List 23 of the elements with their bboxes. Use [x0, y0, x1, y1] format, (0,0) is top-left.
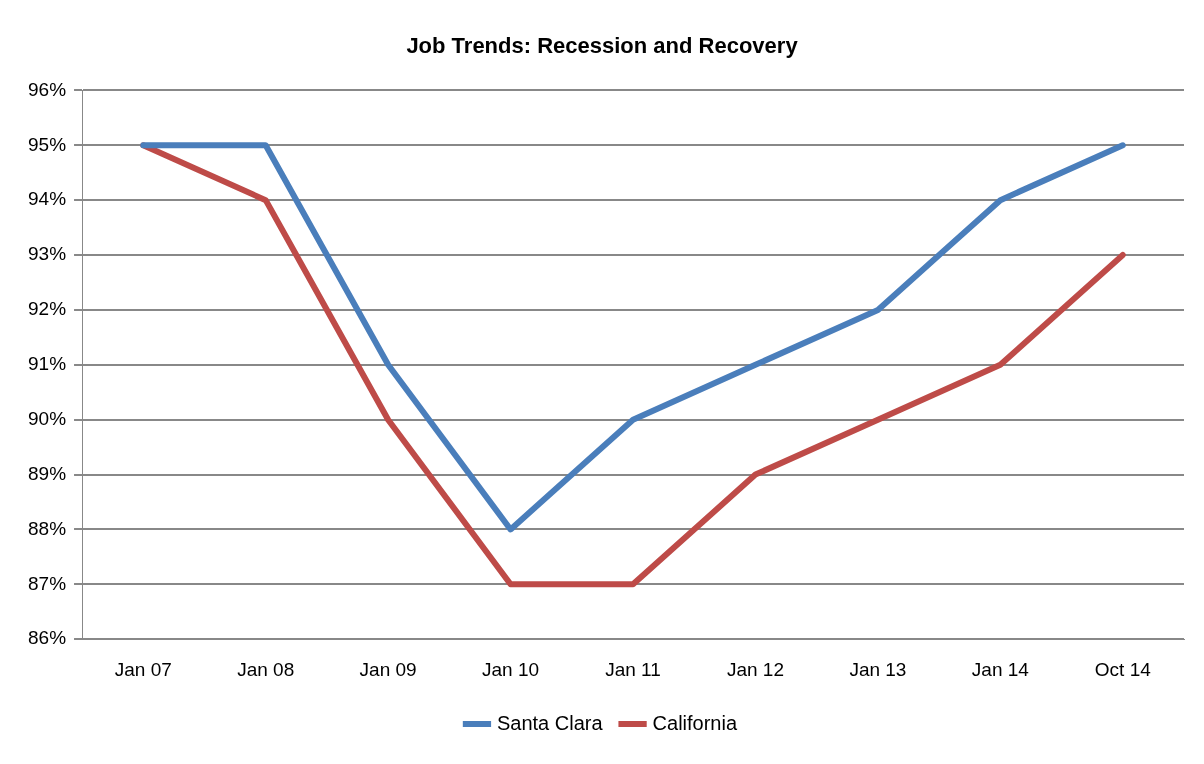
- legend-label: Santa Clara: [496, 711, 604, 734]
- x-tick-label: Jan 09: [359, 658, 417, 680]
- x-tick-label: Jan 10: [482, 658, 540, 680]
- y-tick-label: 92%: [28, 298, 67, 320]
- x-tick-label: Oct 14: [1094, 658, 1152, 680]
- y-tick-label: 89%: [28, 462, 67, 484]
- y-tick-label: 93%: [28, 243, 67, 265]
- chart-title: Job Trends: Recession and Recovery: [406, 33, 799, 59]
- y-tick-label: 94%: [28, 188, 67, 210]
- y-tick-label: 90%: [28, 407, 67, 429]
- y-tick-label: 87%: [28, 572, 67, 594]
- x-tick-label: Jan 07: [114, 658, 172, 680]
- x-tick-label: Jan 11: [605, 658, 661, 680]
- y-tick-label: 96%: [28, 78, 67, 100]
- y-tick-label: 91%: [28, 353, 67, 375]
- legend-label: California: [652, 711, 738, 734]
- y-tick-label: 95%: [28, 133, 67, 155]
- x-tick-label: Jan 12: [726, 658, 784, 680]
- y-tick-label: 86%: [28, 627, 67, 649]
- x-tick-label: Jan 13: [849, 658, 907, 680]
- x-tick-label: Jan 14: [971, 658, 1030, 680]
- x-tick-label: Jan 08: [237, 658, 295, 680]
- y-tick-label: 88%: [28, 517, 67, 539]
